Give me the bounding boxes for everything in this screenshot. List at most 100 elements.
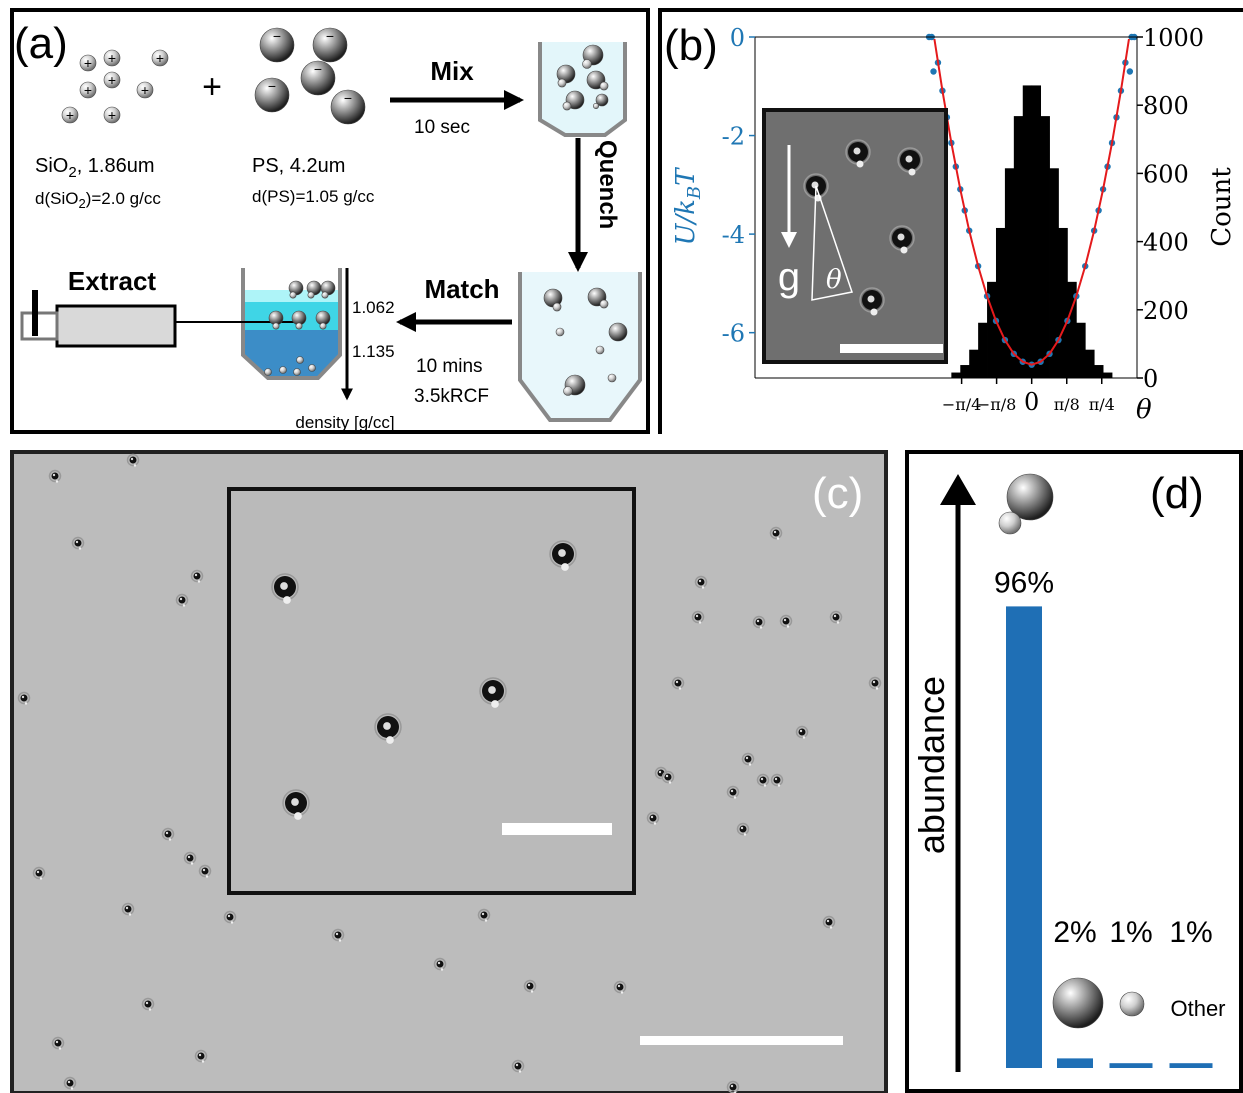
histogram-bar [960, 365, 969, 378]
step-detail: 3.5kRCF [414, 386, 489, 407]
particle-image [833, 614, 840, 621]
particle-image [702, 586, 704, 588]
step-detail: 10 sec [414, 117, 470, 138]
bar [1110, 1063, 1153, 1068]
particle-image [676, 681, 678, 683]
histogram-bar [969, 350, 978, 378]
particle-image [679, 687, 681, 689]
scale-bar [502, 823, 612, 835]
ion-sign: − [273, 28, 281, 44]
histogram-bar [1085, 350, 1094, 378]
histogram-bar [1041, 116, 1050, 378]
x-tick-label: 0 [1024, 388, 1039, 416]
text-part: SiO [35, 155, 68, 177]
particle [563, 102, 571, 110]
data-point [930, 68, 936, 74]
particle-image [519, 1070, 521, 1072]
particle-image [56, 480, 58, 482]
particle-image [169, 838, 171, 840]
vial [520, 272, 640, 420]
particle-image [515, 1063, 522, 1070]
particle-image [757, 620, 759, 622]
particle-image [126, 907, 128, 909]
particle-image [854, 148, 861, 155]
histogram-bar [1032, 85, 1041, 378]
particle [558, 79, 566, 87]
particle-image [827, 920, 829, 922]
particle-image [202, 868, 209, 875]
particle-image [741, 827, 743, 829]
particle-image [149, 1008, 151, 1010]
particle-image [125, 906, 132, 913]
value-label: 1% [1169, 916, 1212, 949]
particle-image [25, 702, 27, 704]
particle-image [145, 1001, 152, 1008]
particle-image [79, 547, 81, 549]
particle-image [837, 621, 839, 623]
particle-image [339, 939, 341, 941]
particle-image [651, 816, 653, 818]
y2-tick-label: 600 [1143, 160, 1189, 188]
particle-image [621, 991, 623, 993]
x-tick-label: π/8 [1054, 395, 1080, 414]
density-value: 1.062 [352, 298, 395, 317]
particle-image [59, 1047, 61, 1049]
particle-image [901, 247, 908, 254]
particle-image [179, 597, 186, 604]
particle-image [280, 582, 288, 590]
particle-image [659, 771, 661, 773]
particle-image [134, 464, 136, 466]
particle-image [202, 1060, 204, 1062]
data-point [1127, 68, 1133, 74]
particle-image [898, 234, 905, 241]
particle-image [749, 763, 751, 765]
particle-image [868, 296, 875, 303]
histogram-bar [996, 228, 1005, 378]
scale-bar [640, 1036, 843, 1045]
particle-image [294, 812, 302, 820]
particle-image [873, 681, 875, 683]
ion-sign: + [156, 50, 164, 66]
ps-label: PS, 4.2um [252, 155, 345, 177]
step-label: Quench [594, 140, 621, 229]
text-part: T [671, 167, 701, 186]
particle-image [731, 1085, 733, 1087]
histogram-bar [1076, 323, 1085, 378]
bar [1057, 1058, 1093, 1068]
particle-image [386, 736, 394, 744]
panel-label: (c) [812, 469, 863, 518]
particle-image [617, 984, 624, 991]
particle [265, 369, 272, 376]
ion-sign: − [326, 28, 334, 44]
particle-image [830, 926, 832, 928]
particle-image [740, 826, 747, 833]
particle [320, 323, 326, 329]
particle-image [777, 537, 779, 539]
particle-image [760, 626, 762, 628]
ion-sign: + [108, 107, 116, 123]
particle [583, 60, 592, 69]
ion-sign: + [108, 50, 116, 66]
syringe-barrel [57, 306, 175, 346]
particle-image [799, 729, 806, 736]
ion-sign: + [66, 107, 74, 123]
particle-image [231, 921, 233, 923]
particle-image [695, 614, 702, 621]
particle [1120, 992, 1144, 1016]
particle [600, 300, 608, 308]
particle-image [731, 790, 733, 792]
particle-image [778, 784, 780, 786]
histogram-bar [1103, 373, 1112, 378]
particle-image [165, 831, 172, 838]
x-tick-label: −π/8 [977, 395, 1017, 414]
particle-image [291, 798, 299, 806]
particle-image [198, 1053, 205, 1060]
particle-image [335, 932, 342, 939]
particle-image [198, 580, 200, 582]
particle-image [784, 619, 786, 621]
step-label: Mix [430, 56, 474, 86]
particle-image [760, 777, 767, 784]
particle-image [774, 777, 781, 784]
particle-image [783, 618, 790, 625]
particle [297, 357, 304, 364]
